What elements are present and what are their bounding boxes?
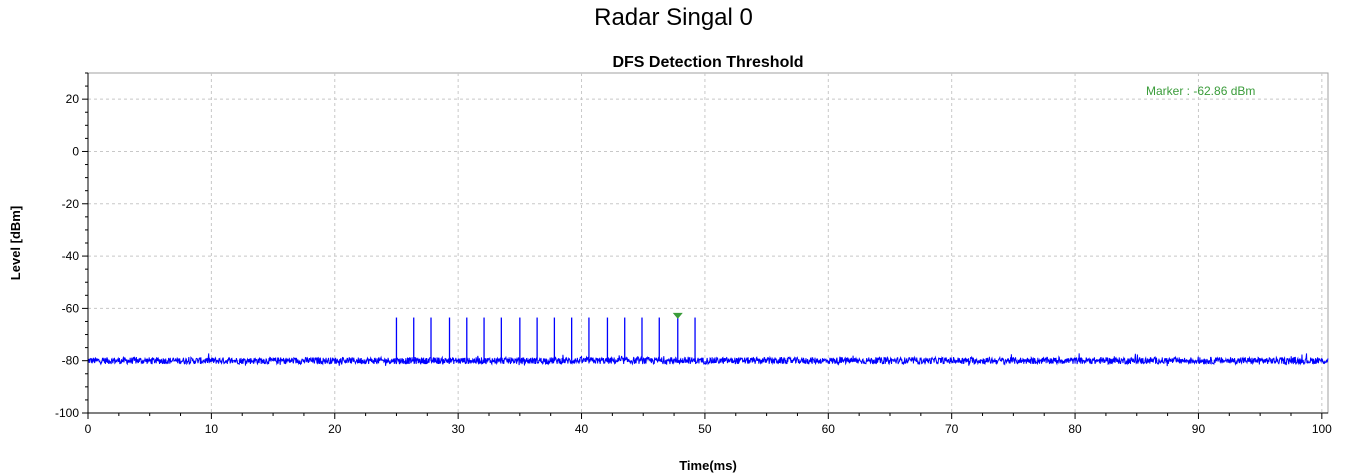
y-tick-label: -80 bbox=[62, 354, 80, 368]
plot-area bbox=[87, 72, 1329, 414]
marker bbox=[672, 312, 683, 319]
y-tick-label: -60 bbox=[62, 301, 80, 315]
x-tick-label: 20 bbox=[328, 422, 342, 436]
x-axis-title: Time(ms) bbox=[679, 458, 737, 473]
y-tick-label: -40 bbox=[62, 249, 80, 263]
signal-trace bbox=[87, 317, 1329, 367]
tick-labels: 0 10 20 30 40 50 60 70 80 90 100 20 0 -20 -40 -60 -80 -10… bbox=[55, 92, 1332, 436]
x-tick-label: 30 bbox=[451, 422, 465, 436]
y-tick-label: 0 bbox=[72, 144, 79, 158]
x-tick-label: 10 bbox=[205, 422, 219, 436]
marker-readout: Marker : -62.86 dBm bbox=[1146, 84, 1255, 98]
x-tick-label: 80 bbox=[1068, 422, 1082, 436]
x-tick-label: 70 bbox=[945, 422, 959, 436]
y-tick-label: -20 bbox=[62, 197, 80, 211]
chart-title: DFS Detection Threshold bbox=[612, 54, 803, 71]
x-tick-label: 50 bbox=[698, 422, 712, 436]
y-tick-label: 20 bbox=[66, 92, 80, 106]
noise-floor-trace bbox=[87, 353, 1329, 367]
axes bbox=[82, 72, 1328, 419]
x-tick-label: 0 bbox=[85, 422, 92, 436]
page-title: Radar Singal 0 bbox=[594, 4, 753, 31]
x-tick-label: 60 bbox=[822, 422, 836, 436]
y-tick-label: -100 bbox=[55, 406, 79, 420]
x-tick-label: 90 bbox=[1192, 422, 1206, 436]
x-tick-label: 100 bbox=[1312, 422, 1332, 436]
y-axis-title: Level [dBm] bbox=[8, 206, 23, 280]
x-tick-label: 40 bbox=[575, 422, 589, 436]
marker-icon bbox=[672, 312, 683, 319]
